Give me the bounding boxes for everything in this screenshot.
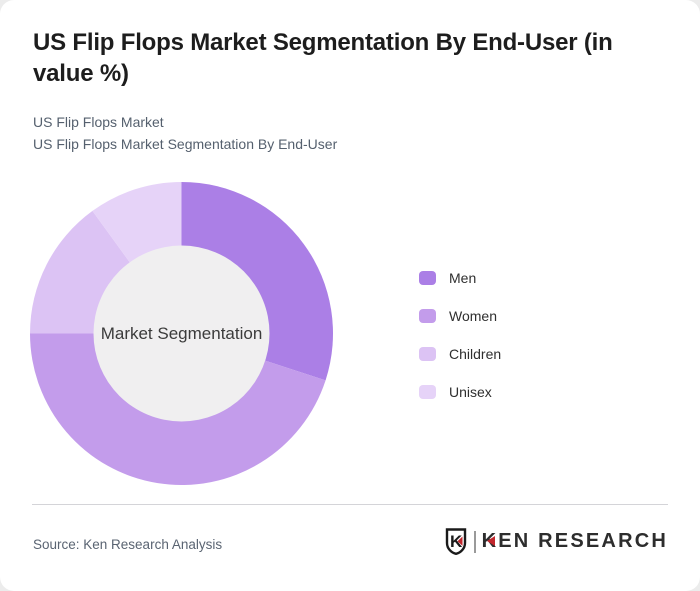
legend-swatch <box>419 271 436 285</box>
legend-label: Unisex <box>449 384 492 400</box>
logo-k-red-triangle-icon <box>486 536 495 546</box>
shield-letter: K <box>450 532 463 551</box>
logo-wordmark-text: KEN RESEARCH <box>481 530 668 552</box>
donut-svg <box>30 182 333 485</box>
legend-swatch <box>419 309 436 323</box>
footer-divider <box>32 504 668 505</box>
chart-subtitle: US Flip Flops Market US Flip Flops Marke… <box>33 112 337 155</box>
logo-separator <box>473 530 476 553</box>
shield-red-triangle <box>457 536 463 546</box>
legend-label: Men <box>449 270 477 286</box>
logo-wordmark: KEN RESEARCH <box>482 527 668 556</box>
subtitle-line-2: US Flip Flops Market Segmentation By End… <box>33 135 338 152</box>
donut-hole <box>93 245 270 422</box>
legend-item-children[interactable]: Children <box>419 347 501 361</box>
legend: Men Women Children Unisex <box>419 271 501 399</box>
legend-label: Women <box>449 308 497 324</box>
legend-swatch <box>419 347 436 361</box>
legend-swatch <box>419 385 436 399</box>
legend-item-men[interactable]: Men <box>419 271 501 285</box>
chart-title: US Flip Flops Market Segmentation By End… <box>33 29 613 87</box>
legend-item-women[interactable]: Women <box>419 309 501 323</box>
legend-item-unisex[interactable]: Unisex <box>419 385 501 399</box>
source-text: Source: Ken Research Analysis <box>33 537 223 552</box>
donut-chart: Market Segmentation <box>30 182 333 485</box>
legend-label: Children <box>449 346 502 362</box>
ken-research-shield-icon: K <box>445 528 466 556</box>
subtitle-line-1: US Flip Flops Market <box>33 114 164 130</box>
ken-research-logo: K KEN RESEARCH <box>444 527 668 556</box>
